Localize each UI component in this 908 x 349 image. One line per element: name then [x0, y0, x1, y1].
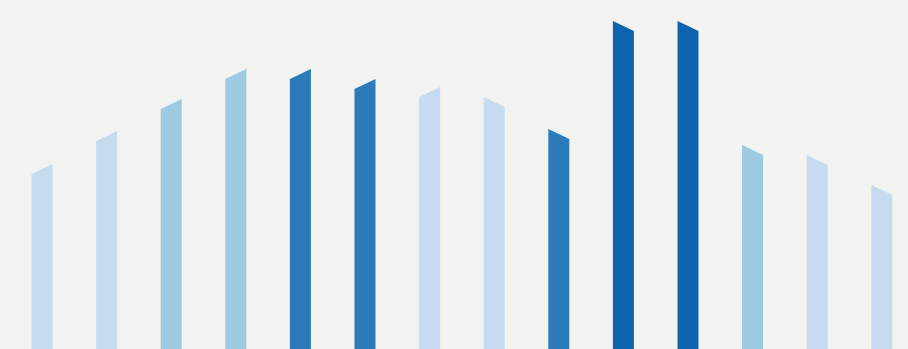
bar	[96, 131, 118, 349]
bar	[354, 79, 376, 349]
bar	[419, 87, 441, 349]
bar	[871, 185, 893, 349]
bar	[225, 69, 247, 349]
bar	[160, 99, 182, 349]
bar	[548, 129, 570, 349]
bar	[612, 21, 634, 349]
bar	[806, 155, 828, 349]
bar	[483, 97, 505, 349]
bar	[289, 69, 311, 349]
bar	[677, 21, 699, 349]
bar	[742, 145, 764, 349]
bar	[31, 164, 53, 349]
